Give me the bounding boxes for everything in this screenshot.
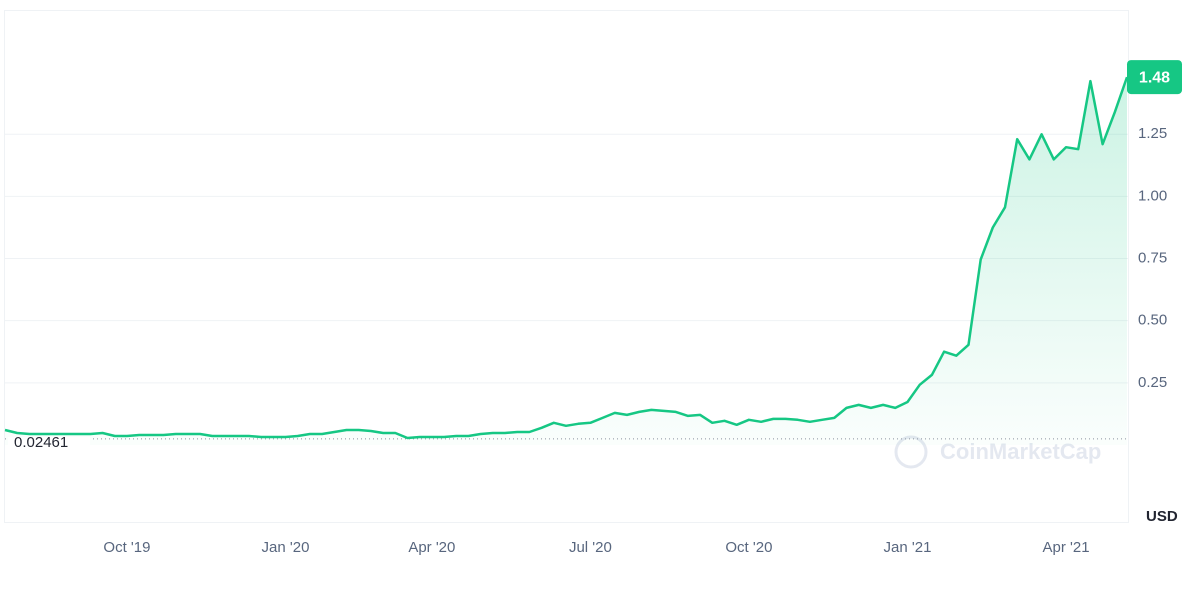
y-tick-label: 0.50 — [1138, 312, 1167, 329]
reference-label: 0.02461 — [14, 434, 68, 451]
y-tick-label: 1.00 — [1138, 187, 1167, 204]
y-tick-label: 0.25 — [1138, 374, 1167, 391]
x-tick-label: Oct '20 — [725, 539, 772, 556]
area-fill — [5, 77, 1127, 445]
y-tick-label: 1.25 — [1138, 125, 1167, 142]
x-tick-label: Jan '21 — [884, 539, 932, 556]
price-line — [4, 76, 1129, 440]
y-tick-label: 0.75 — [1138, 250, 1167, 267]
currency-label: USD — [1146, 508, 1178, 525]
x-tick-label: Jan '20 — [262, 539, 310, 556]
price-badge — [1127, 60, 1182, 95]
price-badge-label: 1.48 — [1139, 69, 1170, 86]
x-tick-label: Apr '21 — [1042, 539, 1089, 556]
plot-frame — [4, 10, 1129, 523]
x-tick-label: Jul '20 — [569, 539, 612, 556]
x-tick-label: Oct '19 — [103, 539, 150, 556]
reference-label-bg — [8, 436, 90, 459]
x-tick-label: Apr '20 — [408, 539, 455, 556]
